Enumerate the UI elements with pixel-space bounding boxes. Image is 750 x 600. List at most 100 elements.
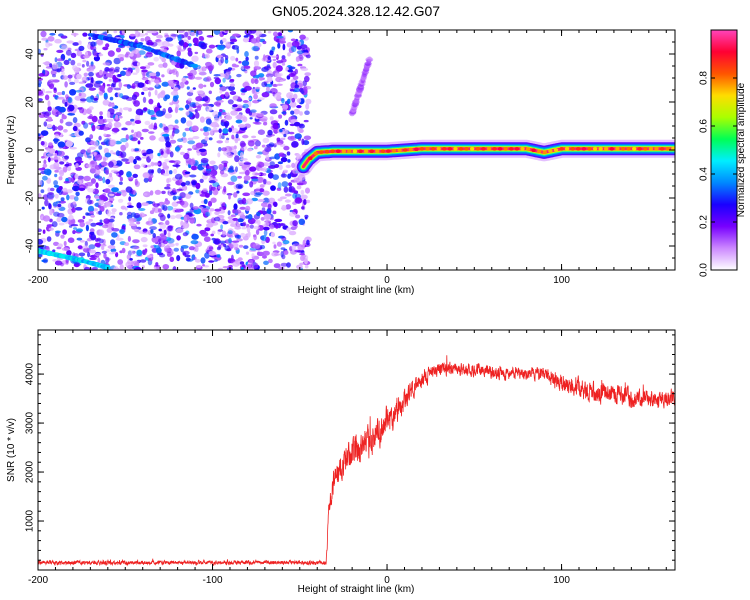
noise-blob	[52, 124, 56, 131]
noise-blob	[101, 224, 110, 229]
noise-blob	[80, 98, 87, 102]
noise-blob	[68, 214, 74, 221]
noise-blob	[88, 218, 94, 222]
noise-blob	[88, 244, 96, 250]
noise-blob	[49, 164, 57, 170]
noise-blob	[78, 130, 84, 136]
ridge-peak	[503, 147, 508, 151]
noise-blob	[216, 254, 221, 258]
noise-blob	[46, 123, 53, 129]
noise-blob	[180, 220, 184, 227]
noise-blob	[128, 134, 134, 141]
noise-blob	[54, 153, 58, 157]
chart-title: GN05.2024.328.12.42.G07	[272, 3, 440, 19]
noise-blob	[181, 77, 187, 83]
noise-blob	[278, 266, 285, 270]
noise-blob	[199, 37, 205, 41]
snr-x-axis-label: Height of straight line (km)	[298, 584, 415, 595]
noise-blob	[140, 66, 147, 70]
noise-blob	[84, 240, 88, 247]
noise-blob	[67, 237, 75, 243]
noise-blob	[219, 89, 223, 94]
noise-blob	[238, 60, 242, 64]
noise-blob	[121, 127, 128, 131]
noise-blob	[79, 107, 85, 114]
noise-blob	[147, 164, 151, 168]
noise-blob	[125, 161, 130, 164]
noise-blob	[195, 182, 201, 190]
noise-blob	[88, 106, 94, 110]
noise-blob	[281, 204, 287, 211]
noise-blob	[241, 65, 245, 70]
noise-blob	[165, 141, 171, 148]
y-tick-label: 20	[25, 96, 36, 108]
noise-blob	[199, 116, 205, 123]
noise-blob	[236, 73, 242, 78]
noise-blob	[99, 85, 105, 92]
noise-blob	[241, 60, 250, 67]
noise-blob	[135, 114, 141, 121]
noise-blob	[119, 57, 124, 62]
noise-blob	[95, 175, 102, 179]
noise-blob	[304, 214, 309, 219]
noise-blob	[144, 248, 148, 253]
noise-blob	[187, 47, 192, 52]
faint-track-mark	[191, 63, 199, 69]
noise-blob	[214, 208, 222, 212]
noise-blob	[162, 205, 168, 212]
noise-blob	[46, 236, 52, 242]
noise-blob	[185, 180, 191, 186]
noise-blob	[151, 207, 156, 211]
noise-blob	[231, 45, 240, 50]
noise-blob	[200, 231, 209, 237]
noise-blob	[41, 156, 45, 159]
noise-blob	[38, 193, 42, 199]
noise-blob	[54, 173, 58, 178]
noise-blob	[268, 142, 275, 147]
noise-blob	[269, 50, 274, 56]
noise-blob	[133, 267, 142, 270]
noise-blob	[183, 216, 187, 222]
noise-blob	[283, 133, 287, 138]
ridge-peak	[576, 147, 581, 151]
noise-blob	[283, 186, 289, 193]
noise-blob	[280, 250, 284, 258]
noise-blob	[249, 259, 253, 265]
noise-blob	[66, 40, 74, 44]
noise-blob	[278, 164, 283, 170]
noise-blob	[93, 52, 98, 57]
noise-blob	[54, 57, 58, 63]
x-tick-label: -200	[28, 575, 48, 586]
noise-blob	[221, 111, 227, 116]
noise-blob	[78, 45, 85, 52]
noise-blob	[291, 162, 296, 168]
noise-blob	[85, 221, 91, 226]
noise-blob	[288, 66, 296, 70]
noise-blob	[120, 144, 127, 152]
noise-blob	[205, 105, 213, 112]
noise-blob	[296, 182, 304, 186]
noise-blob	[274, 93, 282, 100]
noise-blob	[245, 198, 253, 205]
noise-blob	[174, 119, 179, 124]
noise-blob	[237, 257, 243, 261]
noise-blob	[183, 152, 190, 160]
noise-blob	[287, 159, 291, 163]
noise-blob	[220, 119, 224, 123]
noise-blob	[250, 109, 257, 113]
noise-blob	[47, 187, 51, 192]
noise-blob	[194, 245, 199, 252]
noise-blob	[94, 164, 101, 170]
noise-blob	[107, 121, 113, 129]
noise-blob	[222, 221, 229, 225]
noise-blob	[61, 45, 69, 51]
noise-blob	[106, 111, 111, 118]
noise-blob	[259, 188, 265, 193]
noise-blob	[272, 174, 280, 181]
noise-blob	[269, 156, 277, 160]
noise-blob	[251, 197, 258, 202]
noise-blob	[303, 199, 307, 205]
noise-blob	[153, 122, 157, 129]
noise-blob	[118, 169, 124, 176]
